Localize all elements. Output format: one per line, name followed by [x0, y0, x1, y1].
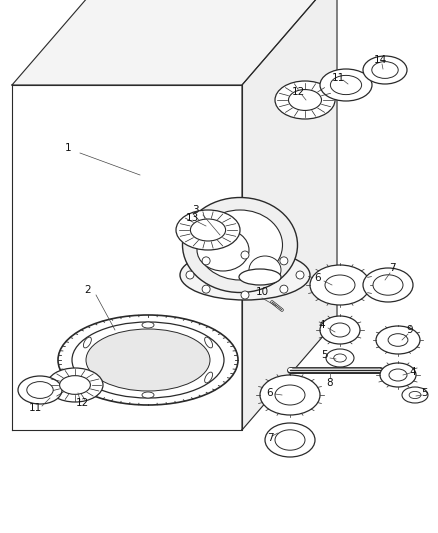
Text: 5: 5 — [422, 388, 428, 398]
Text: 7: 7 — [389, 263, 396, 273]
Ellipse shape — [142, 392, 154, 398]
Text: 10: 10 — [255, 287, 268, 297]
Ellipse shape — [205, 372, 212, 383]
Text: 6: 6 — [267, 388, 273, 398]
Text: 2: 2 — [85, 285, 91, 295]
Ellipse shape — [310, 265, 370, 305]
Ellipse shape — [198, 210, 283, 280]
Ellipse shape — [380, 363, 416, 387]
Ellipse shape — [275, 385, 305, 405]
Text: 6: 6 — [314, 273, 321, 283]
Ellipse shape — [409, 391, 421, 399]
Ellipse shape — [389, 369, 407, 381]
Circle shape — [241, 251, 249, 259]
Text: 7: 7 — [267, 433, 273, 443]
Ellipse shape — [239, 269, 281, 285]
Polygon shape — [12, 0, 337, 85]
Text: 11: 11 — [332, 73, 345, 83]
Circle shape — [241, 291, 249, 299]
Circle shape — [280, 257, 288, 265]
Circle shape — [202, 285, 210, 293]
Ellipse shape — [260, 375, 320, 415]
Ellipse shape — [289, 90, 321, 110]
Ellipse shape — [334, 354, 346, 362]
Ellipse shape — [58, 315, 238, 405]
Text: 3: 3 — [192, 205, 198, 215]
Ellipse shape — [176, 210, 240, 250]
Ellipse shape — [320, 316, 360, 344]
Text: 4: 4 — [410, 367, 416, 377]
Ellipse shape — [27, 382, 53, 398]
Ellipse shape — [249, 256, 281, 284]
Text: 1: 1 — [65, 143, 71, 153]
Ellipse shape — [191, 219, 226, 241]
Ellipse shape — [320, 69, 372, 101]
Ellipse shape — [47, 368, 103, 402]
Ellipse shape — [373, 275, 403, 295]
Polygon shape — [242, 0, 337, 430]
Text: 13: 13 — [185, 213, 198, 223]
Ellipse shape — [363, 268, 413, 302]
Circle shape — [280, 285, 288, 293]
Ellipse shape — [325, 275, 355, 295]
Ellipse shape — [372, 62, 398, 78]
Ellipse shape — [275, 81, 335, 119]
Ellipse shape — [265, 423, 315, 457]
Text: 4: 4 — [319, 320, 325, 330]
Ellipse shape — [83, 337, 92, 348]
Text: 12: 12 — [75, 398, 88, 408]
Ellipse shape — [326, 349, 354, 367]
Ellipse shape — [183, 198, 297, 293]
Circle shape — [186, 271, 194, 279]
Ellipse shape — [376, 326, 420, 354]
Circle shape — [202, 257, 210, 265]
Text: 12: 12 — [291, 87, 304, 97]
Ellipse shape — [402, 387, 428, 403]
Text: 14: 14 — [373, 55, 387, 65]
Polygon shape — [12, 85, 242, 430]
Ellipse shape — [363, 56, 407, 84]
Text: 11: 11 — [28, 403, 42, 413]
Ellipse shape — [197, 229, 249, 271]
Ellipse shape — [86, 329, 210, 391]
Ellipse shape — [180, 250, 310, 300]
Ellipse shape — [330, 323, 350, 337]
Ellipse shape — [83, 372, 92, 383]
Ellipse shape — [18, 376, 62, 404]
Ellipse shape — [142, 322, 154, 328]
Ellipse shape — [330, 75, 362, 94]
Ellipse shape — [60, 376, 90, 394]
Ellipse shape — [205, 337, 212, 348]
Ellipse shape — [275, 430, 305, 450]
Ellipse shape — [388, 334, 408, 346]
Text: 5: 5 — [321, 350, 328, 360]
Text: 9: 9 — [407, 325, 413, 335]
Text: 8: 8 — [327, 378, 333, 388]
Circle shape — [296, 271, 304, 279]
Ellipse shape — [72, 322, 224, 398]
